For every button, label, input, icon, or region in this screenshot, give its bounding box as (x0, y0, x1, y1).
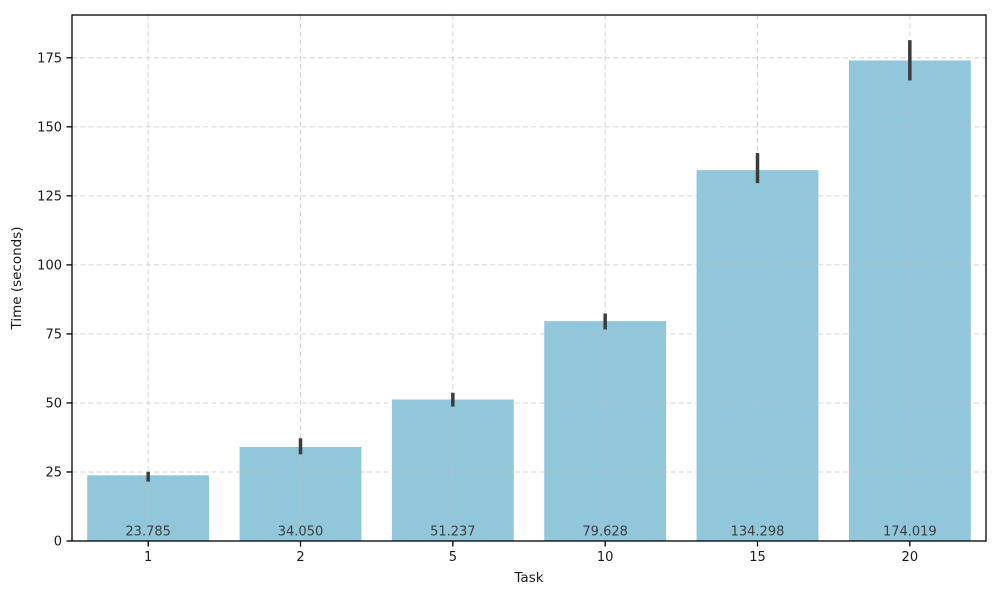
x-tick-label: 1 (144, 550, 152, 565)
error-bars-group (146, 40, 912, 482)
y-tick-label: 100 (37, 258, 62, 273)
y-axis-label: Time (seconds) (9, 226, 25, 330)
x-tick-label: 2 (296, 550, 304, 565)
x-tick-label: 15 (749, 550, 766, 565)
plot-frame-group (71, 14, 987, 542)
bars-group (87, 60, 971, 541)
x-axis-label: Task (513, 570, 543, 586)
bar (544, 321, 667, 541)
bar-value-label: 174.019 (883, 525, 937, 540)
plot-border (71, 14, 987, 542)
x-tick-label: 10 (597, 550, 614, 565)
bar-value-label: 79.628 (582, 525, 628, 540)
bar-value-label: 23.785 (125, 525, 171, 540)
y-tick-label: 175 (37, 51, 62, 66)
y-tick-label: 150 (37, 120, 62, 135)
y-tick-label: 125 (37, 189, 62, 204)
x-tick-label: 5 (449, 550, 457, 565)
bar-value-labels-group: 23.785 34.050 51.237 79.628 134.298 174.019 (125, 525, 936, 540)
y-tick-label: 50 (45, 396, 62, 411)
y-tick-label: 0 (54, 535, 62, 550)
bar-value-label: 134.298 (731, 525, 785, 540)
y-tick-label: 25 (45, 465, 62, 480)
bar-value-label: 51.237 (430, 525, 476, 540)
y-tick-label: 75 (45, 327, 62, 342)
x-tick-label: 20 (902, 550, 919, 565)
bar-value-label: 34.050 (278, 525, 324, 540)
